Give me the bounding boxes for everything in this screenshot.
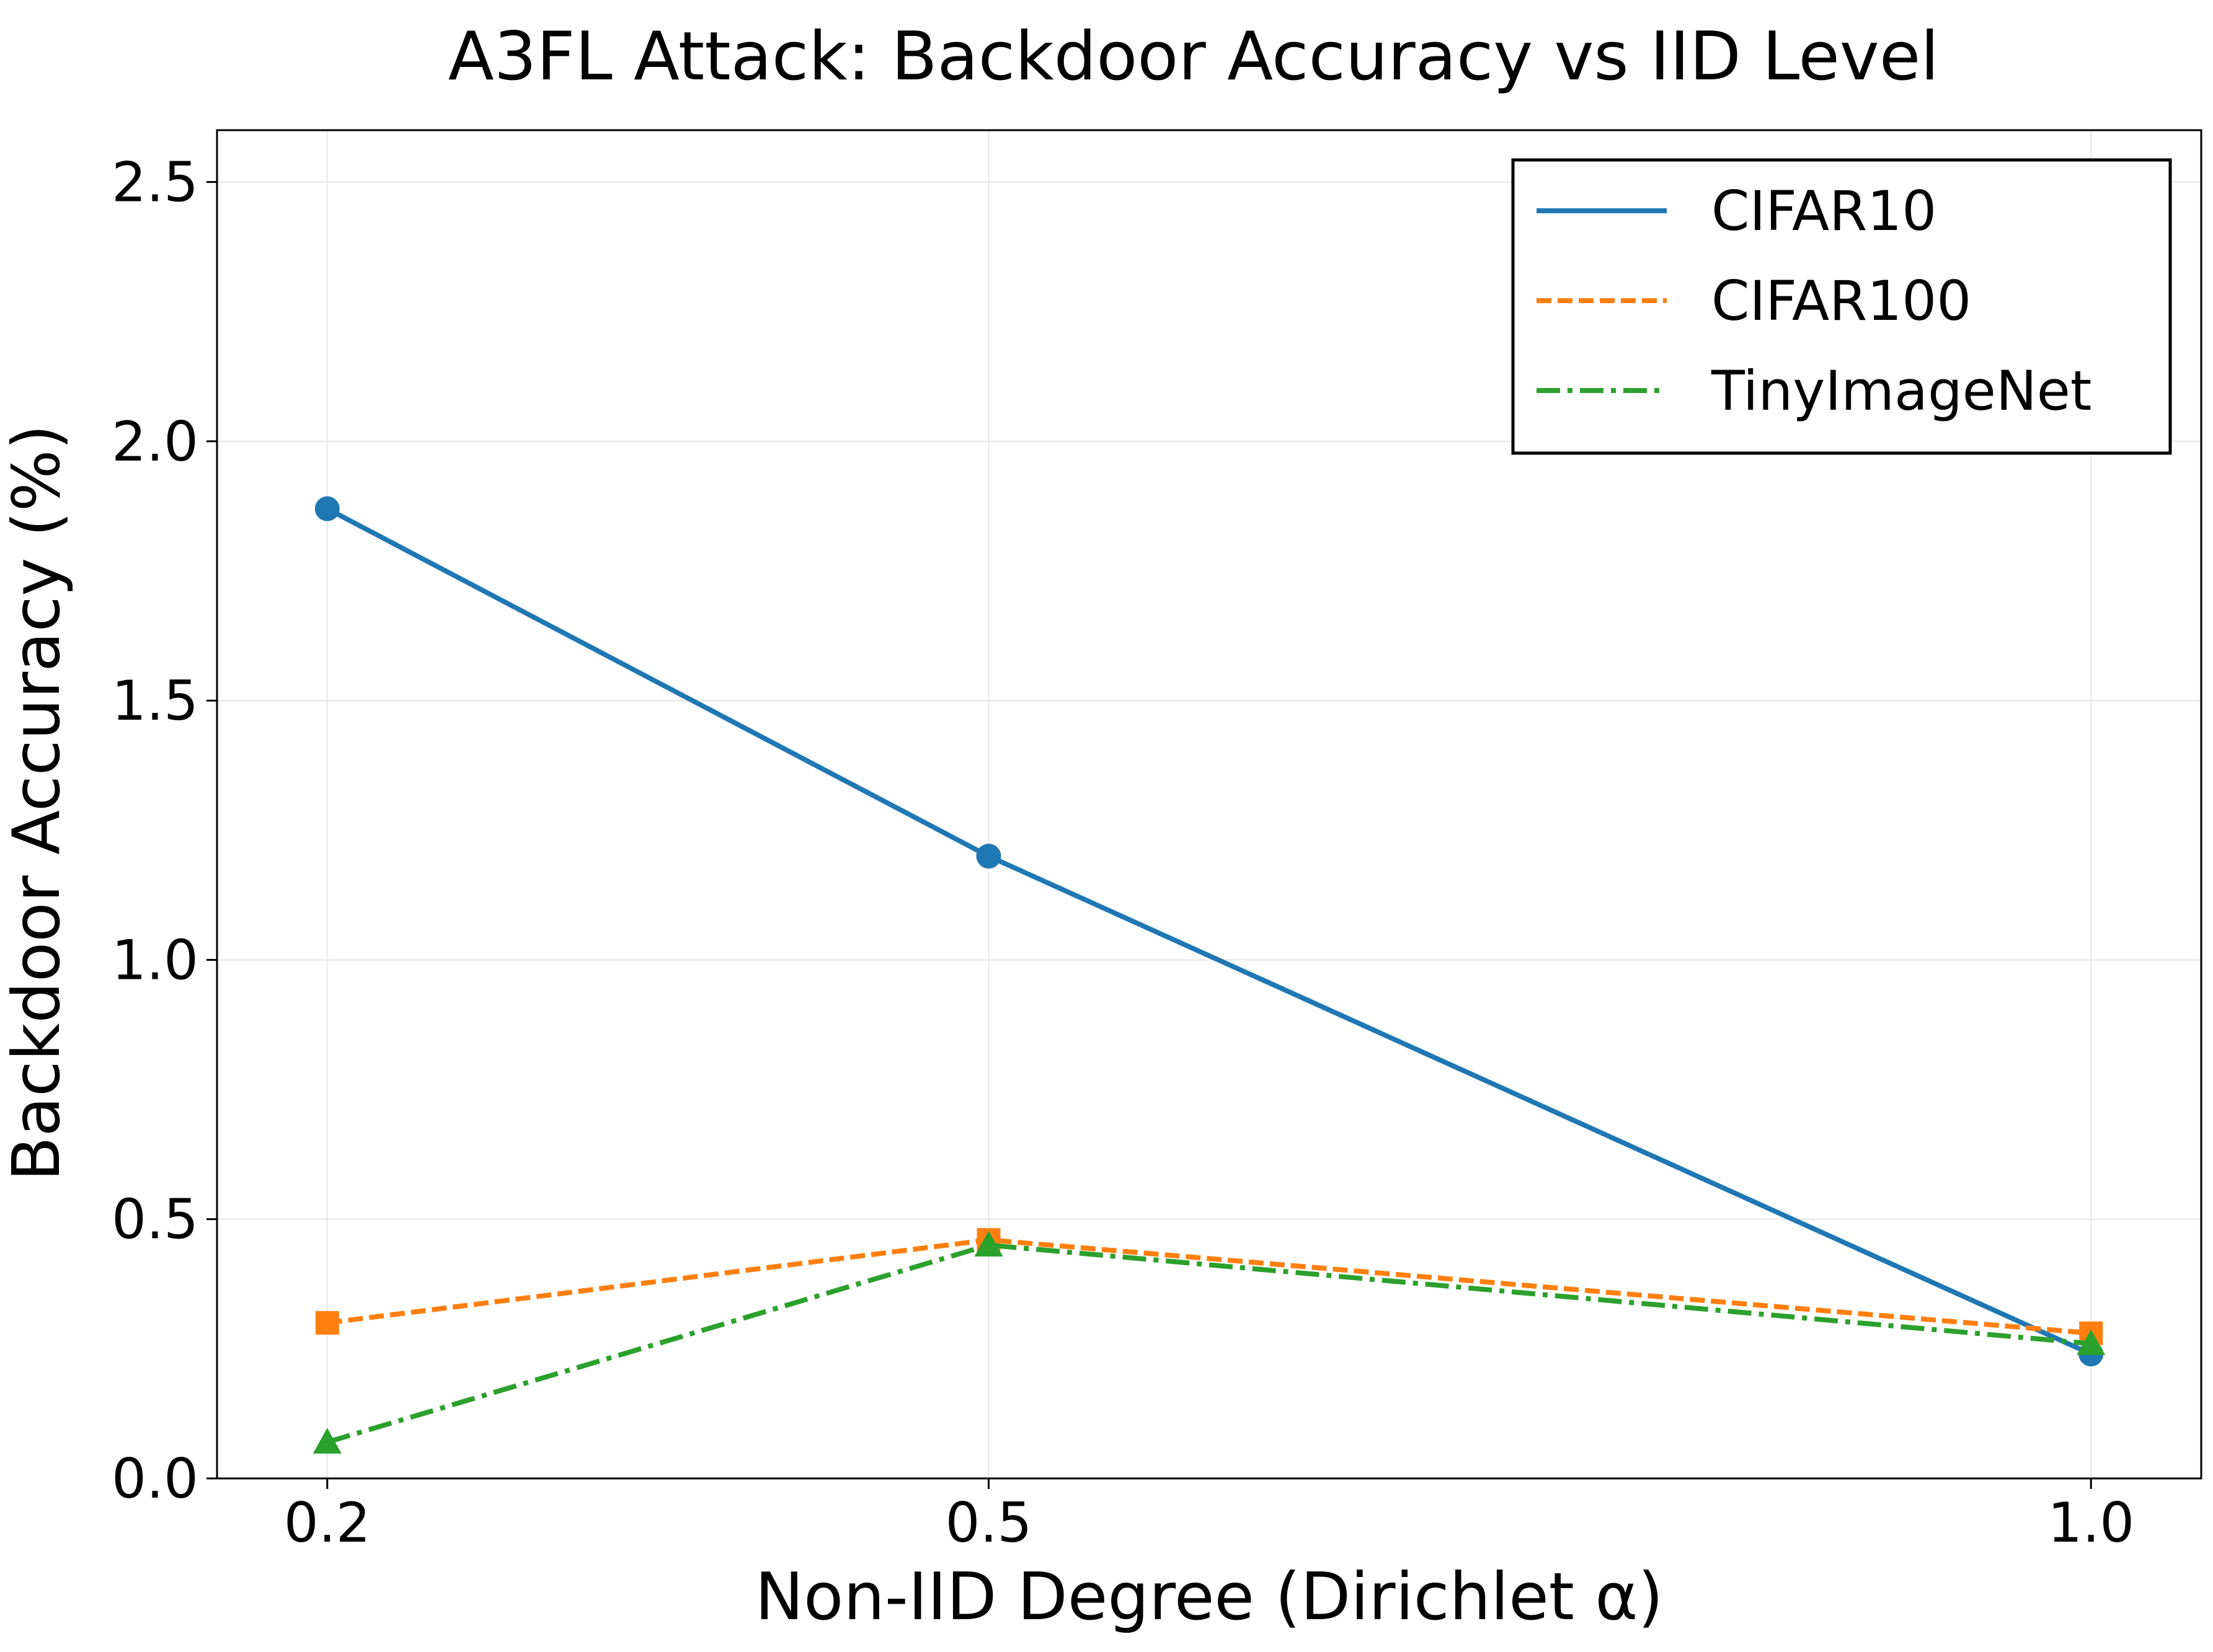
legend-label-tinyimagenet: TinyImageNet xyxy=(1711,359,2091,423)
series-layer xyxy=(313,496,2106,1454)
plot-frame xyxy=(216,129,2202,1480)
y-tick-label: 2.0 xyxy=(112,410,198,474)
data-point-cifar10 xyxy=(314,496,340,521)
legend-label-cifar10: CIFAR10 xyxy=(1711,179,1936,243)
x-axis-label: Non-IID Degree (Dirichlet α) xyxy=(755,1559,1663,1635)
y-tick-label: 2.5 xyxy=(112,151,198,214)
axis-ticks: 0.2 0.5 1.0 0.0 0.5 1.0 1.5 2.0 2.5 xyxy=(112,151,2134,1555)
series-line-tinyimagenet xyxy=(326,1242,2091,1445)
data-point-cifar100 xyxy=(315,1311,339,1335)
chart-title: A3FL Attack: Backdoor Accuracy vs IID Le… xyxy=(448,18,1940,95)
data-point-tinyimagenet xyxy=(2077,1329,2106,1355)
data-point-tinyimagenet xyxy=(313,1428,342,1454)
y-tick-label: 1.0 xyxy=(112,928,198,992)
x-tick-label: 0.5 xyxy=(945,1491,1032,1555)
legend: CIFAR10 CIFAR100 TinyImageNet xyxy=(1511,158,2172,455)
x-tick-label: 1.0 xyxy=(2047,1491,2134,1555)
data-point-tinyimagenet xyxy=(974,1230,1003,1257)
data-point-cifar10 xyxy=(976,844,1001,869)
y-axis-label: Backdoor Accuracy (%) xyxy=(0,424,74,1181)
y-tick-label: 0.5 xyxy=(112,1188,198,1252)
x-tick-label: 0.2 xyxy=(284,1491,371,1555)
legend-label-cifar100: CIFAR100 xyxy=(1711,269,1971,333)
y-tick-label: 1.5 xyxy=(112,669,198,733)
y-tick-label: 0.0 xyxy=(112,1447,198,1511)
